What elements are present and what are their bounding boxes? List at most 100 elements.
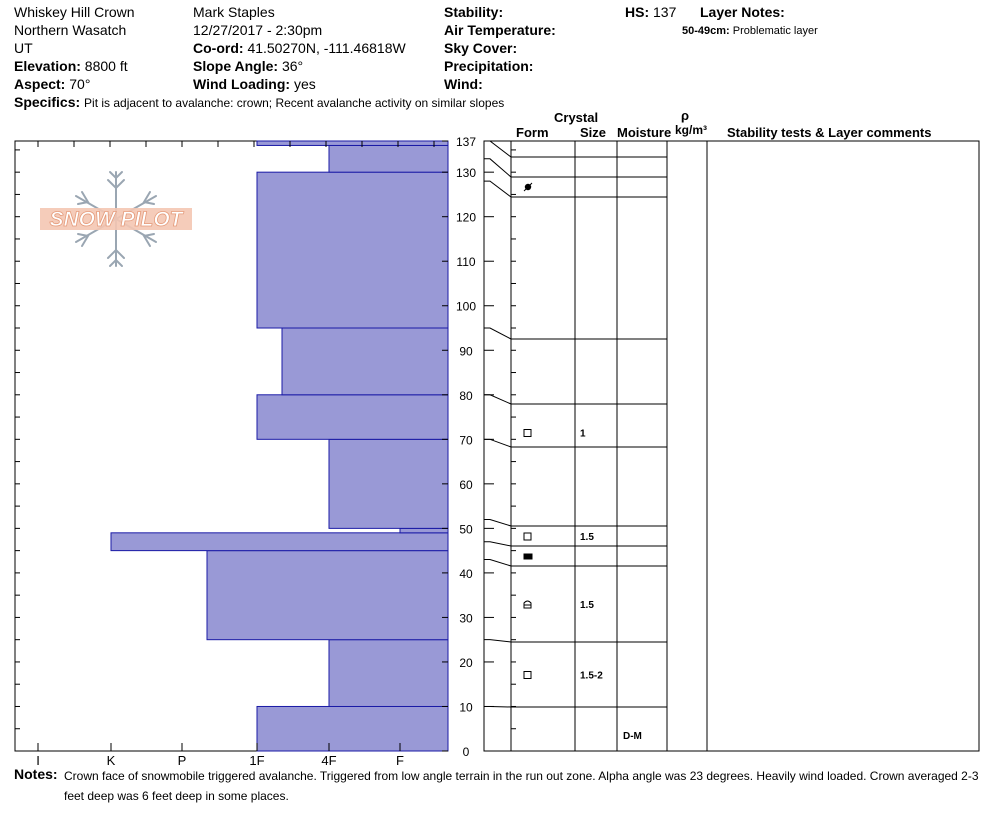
specifics: Specifics: Pit is adjacent to avalanche:… xyxy=(14,94,504,111)
hardness-bar xyxy=(328,639,449,707)
layer-note-depth: 50-49cm: xyxy=(682,25,730,37)
height-tick-label: 40 xyxy=(459,567,473,581)
aspect-label: Aspect: xyxy=(14,76,66,92)
hardness-bar xyxy=(256,171,449,329)
layer-connector xyxy=(484,541,512,547)
hardness-bar xyxy=(281,327,449,396)
layer-connector xyxy=(484,158,512,178)
hardness-bar xyxy=(110,532,449,552)
grain-size-label: 1 xyxy=(580,429,586,440)
notes-label: Notes: xyxy=(14,766,58,782)
slope-angle: Slope Angle: 36° xyxy=(193,58,303,74)
layer-connector xyxy=(484,639,512,643)
layer-connector xyxy=(484,438,512,448)
stability-label: Stability: xyxy=(444,4,504,20)
moisture-label: D-M xyxy=(623,731,642,742)
moisture-header: Moisture xyxy=(617,125,672,140)
height-tick-label: 80 xyxy=(459,389,473,403)
hardness-tick-label: 4F xyxy=(321,753,336,768)
layer-connector xyxy=(484,327,512,340)
coord-value: 41.50270N, -111.46818W xyxy=(247,40,406,56)
datetime: 12/27/2017 - 2:30pm xyxy=(193,22,323,38)
elevation-label: Elevation: xyxy=(14,58,81,74)
precip-label: Precipitation: xyxy=(444,58,534,74)
grain-size-label: 1.5 xyxy=(580,532,594,543)
wind-loading-label: Wind Loading: xyxy=(193,76,291,92)
height-tick-label: 60 xyxy=(459,478,473,492)
stability-comments-header: Stability tests & Layer comments xyxy=(727,125,932,140)
height-tick-label: 90 xyxy=(459,344,473,358)
height-tick-label: 100 xyxy=(456,300,476,314)
snowflake-icon: SNOW PILOT xyxy=(40,171,192,267)
layer-connector xyxy=(484,559,512,567)
notes-text: Crown face of snowmobile triggered avala… xyxy=(64,769,979,803)
layer-connector xyxy=(484,394,512,405)
hardness-tick-label: K xyxy=(107,753,116,768)
faceted-icon xyxy=(523,671,532,679)
crust-icon xyxy=(523,553,533,560)
size-header: Size xyxy=(580,125,607,140)
specifics-label: Specifics: xyxy=(14,94,81,110)
observer: Mark Staples xyxy=(193,4,275,20)
wind-loading: Wind Loading: yes xyxy=(193,76,316,92)
aspect-value: 70° xyxy=(69,76,91,92)
layer-note-text: Problematic layer xyxy=(732,25,818,37)
wind-label: Wind: xyxy=(444,76,483,92)
layer-notes-label: Layer Notes: xyxy=(700,4,785,20)
specifics-value: Pit is adjacent to avalanche: crown; Rec… xyxy=(84,96,505,110)
hardness-bar xyxy=(328,144,449,173)
hs-value: 137 xyxy=(653,4,677,20)
height-tick-label: 50 xyxy=(459,522,473,536)
elevation-value: 8800 ft xyxy=(84,58,128,74)
height-tick-label: 10 xyxy=(459,700,473,714)
hardness-bar xyxy=(256,705,449,752)
elevation: Elevation: 8800 ft xyxy=(14,58,128,74)
rho-header: ρ xyxy=(681,108,690,123)
height-tick-label: 70 xyxy=(459,433,473,447)
density-unit-header: kg/m³ xyxy=(675,123,708,137)
layer-connector xyxy=(484,180,512,198)
hardness-tick-label: F xyxy=(396,753,404,768)
slope-value: 36° xyxy=(281,58,304,74)
faceted-icon xyxy=(523,429,532,437)
slope-label: Slope Angle: xyxy=(193,58,279,74)
hardness-tick-label: 1F xyxy=(249,753,264,768)
form-header: Form xyxy=(516,125,549,140)
layer-connector xyxy=(484,705,512,708)
height-tick-label: 137 xyxy=(456,135,476,149)
precipitation-particles-icon-stroke xyxy=(523,182,533,192)
hardness-bar xyxy=(256,140,449,146)
state: UT xyxy=(14,40,33,56)
hardness-bar xyxy=(328,438,449,529)
layer-connector xyxy=(484,518,512,527)
logo-text: SNOW PILOT xyxy=(50,208,185,231)
air-temp-label: Air Temperature: xyxy=(444,22,556,38)
layer-note: 50-49cm: Problematic layer xyxy=(682,23,818,39)
location: Whiskey Hill Crown xyxy=(14,4,135,20)
sky-cover-label: Sky Cover: xyxy=(444,40,518,56)
hardness-tick-label: P xyxy=(178,753,187,768)
hardness-tick-label: I xyxy=(36,753,40,768)
depth-hoar-icon xyxy=(523,600,532,609)
grain-size-label: 1.5 xyxy=(580,600,594,611)
height-tick-label: 20 xyxy=(459,656,473,670)
aspect: Aspect: 70° xyxy=(14,76,90,92)
grain-size-label: 1.5-2 xyxy=(580,671,603,682)
faceted-icon xyxy=(523,532,532,541)
height-tick-label: 130 xyxy=(456,166,476,180)
layer-connector xyxy=(484,140,512,158)
height-tick-label: 110 xyxy=(456,255,475,269)
hardness-bar xyxy=(399,527,449,534)
height-tick-label: 120 xyxy=(456,211,476,225)
height-tick-label: 0 xyxy=(463,745,470,759)
crystal-header: Crystal xyxy=(554,110,599,125)
hs: HS: 137 xyxy=(625,4,676,20)
snowpilot-logo: SNOW PILOT xyxy=(38,170,194,270)
height-tick-label: 30 xyxy=(459,611,473,625)
coordinates: Co-ord: 41.50270N, -111.46818W xyxy=(193,40,406,56)
hardness-bar xyxy=(256,394,449,440)
hardness-bar xyxy=(206,550,449,641)
hs-label: HS: xyxy=(625,4,650,20)
coord-label: Co-ord: xyxy=(193,40,244,56)
